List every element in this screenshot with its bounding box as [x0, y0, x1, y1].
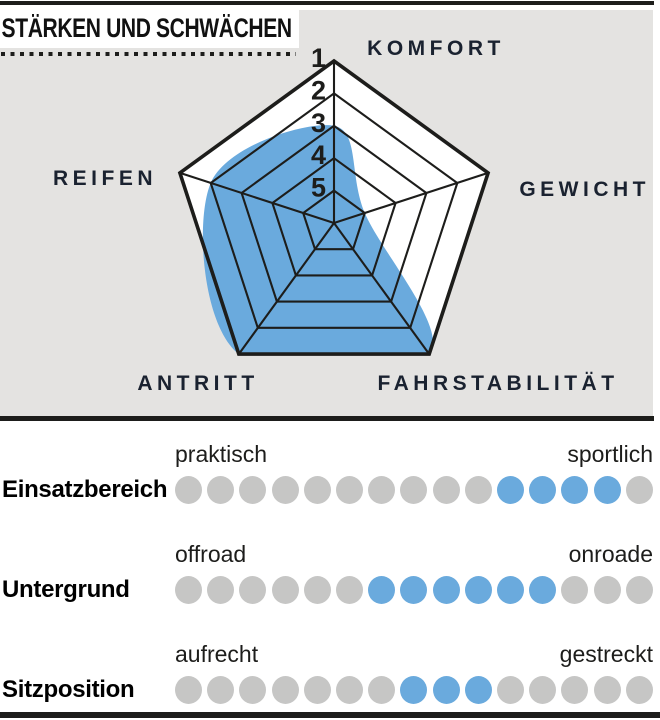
radar-axis-line — [333, 171, 489, 224]
scale-endpoint-labels: praktisch sportlich — [175, 440, 653, 468]
radar-axis-label: ANTRITT — [137, 372, 258, 395]
rating-dot — [561, 576, 589, 604]
top-rule — [0, 1, 654, 5]
radar-tick-label: 1 — [311, 43, 326, 73]
rating-dot — [336, 676, 364, 704]
rating-dot — [239, 476, 267, 504]
rating-dot — [303, 576, 331, 604]
rating-dot — [368, 676, 396, 704]
scale-right-label: onroade — [568, 541, 653, 567]
rating-dot — [175, 676, 202, 704]
rating-label: Untergrund — [2, 576, 130, 603]
scale-left-label: praktisch — [175, 441, 268, 467]
rating-row: praktisch sportlich Einsatzbereich — [0, 438, 660, 538]
rating-dot — [175, 576, 202, 604]
rating-dot — [336, 476, 364, 504]
scale-endpoint-labels: offroad onroade — [175, 540, 653, 568]
radar-axis-label: FAHRSTABILITÄT — [377, 372, 618, 395]
scale-right-label: gestreckt — [559, 641, 653, 667]
rating-dot — [625, 476, 653, 504]
rating-dot-active — [368, 576, 396, 604]
rating-dot — [625, 576, 653, 604]
radar-grid-ring — [177, 58, 491, 356]
rating-dot — [175, 476, 202, 504]
rating-dot — [593, 676, 621, 704]
scale-left-label: offroad — [175, 541, 247, 567]
rating-dot — [207, 676, 235, 704]
radar-grid-ring — [209, 92, 459, 329]
rating-dot-active — [464, 676, 492, 704]
rating-dot — [207, 576, 235, 604]
title-box: STÄRKEN UND SCHWÄCHEN — [0, 9, 299, 48]
rating-dot-active — [593, 476, 621, 504]
scale-endpoint-labels: aufrecht gestreckt — [175, 640, 653, 668]
title-dotted-underline — [1, 52, 296, 56]
rating-dot — [239, 576, 267, 604]
rating-dot — [561, 676, 589, 704]
rating-dot — [464, 476, 492, 504]
dot-scale — [175, 676, 653, 704]
rating-dot — [529, 676, 557, 704]
radar-axis-label: KOMFORT — [367, 37, 505, 60]
radar-axis-line — [179, 171, 335, 224]
rating-dot-active — [400, 576, 428, 604]
rating-dot — [625, 676, 653, 704]
radar-grid-ring — [301, 189, 367, 251]
rating-dot — [336, 576, 364, 604]
radar-axis-line — [333, 222, 431, 355]
scale-left-label: aufrecht — [175, 641, 259, 667]
radar-grid-ring — [240, 124, 428, 303]
rating-dot — [497, 676, 525, 704]
radar-tick-label: 3 — [311, 108, 326, 138]
radar-tick-label: 2 — [311, 75, 326, 105]
rating-row: aufrecht gestreckt Sitzposition — [0, 638, 660, 720]
dot-scale — [175, 576, 653, 604]
rating-dot-active — [432, 576, 460, 604]
radar-axis-label: GEWICHT — [519, 178, 650, 201]
radar-grid-ring — [271, 156, 397, 277]
rating-dot-active — [561, 476, 589, 504]
rating-dot — [368, 476, 396, 504]
rating-dot-active — [497, 576, 525, 604]
rating-dot — [271, 476, 299, 504]
radar-axis-label: REIFEN — [53, 167, 157, 190]
radar-axis-line — [237, 222, 335, 355]
rating-dot-active — [529, 476, 557, 504]
bottom-rule — [0, 712, 660, 718]
rating-dot-active — [400, 676, 428, 704]
dot-scale — [175, 476, 653, 504]
scale-right-label: sportlich — [567, 441, 653, 467]
rating-dot — [207, 476, 235, 504]
rating-dot — [303, 476, 331, 504]
radar-tick-label: 4 — [311, 140, 326, 170]
rating-dot — [271, 576, 299, 604]
rating-dot — [593, 576, 621, 604]
rating-dot-active — [464, 576, 492, 604]
rating-dot — [400, 476, 428, 504]
rating-dot-active — [529, 576, 557, 604]
rating-dot — [239, 676, 267, 704]
rating-dot-active — [432, 676, 460, 704]
rating-row: offroad onroade Untergrund — [0, 538, 660, 638]
radar-tick-label: 5 — [311, 173, 326, 203]
rating-dot — [271, 676, 299, 704]
rating-dot — [303, 676, 331, 704]
radar-value-area — [202, 125, 434, 355]
panel-divider-rule — [0, 416, 654, 421]
rating-label: Einsatzbereich — [2, 476, 168, 503]
rating-label: Sitzposition — [2, 676, 135, 703]
rating-dot — [432, 476, 460, 504]
page-title: STÄRKEN UND SCHWÄCHEN — [1, 13, 293, 43]
rating-dot-active — [497, 476, 525, 504]
